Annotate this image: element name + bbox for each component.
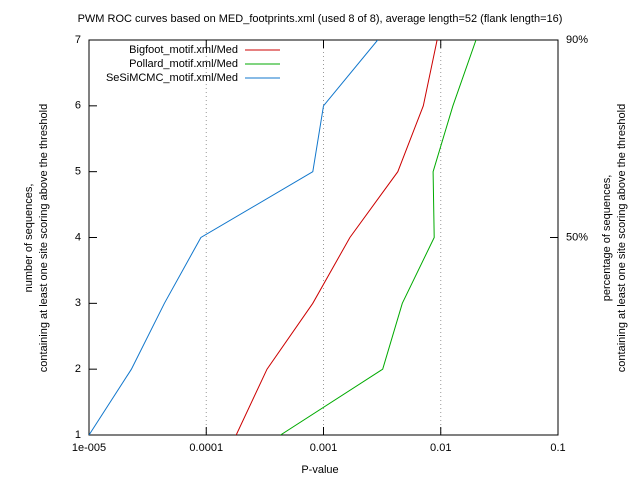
- y-tick-label: 1: [75, 429, 81, 441]
- y-tick-label: 6: [75, 100, 81, 112]
- plot-border: [88, 39, 559, 436]
- y2-axis-label: percentage of sequences,: [601, 175, 613, 302]
- x-tick-label: 0.0001: [189, 442, 223, 454]
- legend-label: SeSiMCMC_motif.xml/Med: [106, 72, 238, 84]
- legend-label: Bigfoot_motif.xml/Med: [129, 44, 238, 56]
- x-tick-label: 1e-005: [72, 442, 106, 454]
- x-tick-label: 0.01: [430, 442, 451, 454]
- y-tick-label: 5: [75, 166, 81, 178]
- chart-title: PWM ROC curves based on MED_footprints.x…: [78, 13, 563, 25]
- y-axis-label: containing at least one site scoring abo…: [38, 104, 50, 372]
- y2-tick-label: 90%: [566, 34, 588, 46]
- y-tick-label: 4: [75, 231, 81, 243]
- y-axis-label: number of sequences,: [23, 184, 35, 293]
- legend-label: Pollard_motif.xml/Med: [129, 58, 238, 70]
- y2-axis-label: containing at least one site scoring abo…: [616, 104, 628, 372]
- y2-tick-label: 50%: [566, 231, 588, 243]
- y-tick-label: 2: [75, 363, 81, 375]
- series-line: [89, 40, 379, 435]
- series-line: [235, 40, 438, 435]
- x-axis-label: P-value: [301, 464, 338, 476]
- x-tick-label: 0.001: [310, 442, 338, 454]
- y-tick-label: 7: [75, 34, 81, 46]
- y-tick-label: 3: [75, 297, 81, 309]
- x-tick-label: 0.1: [550, 442, 565, 454]
- series-line: [280, 40, 477, 435]
